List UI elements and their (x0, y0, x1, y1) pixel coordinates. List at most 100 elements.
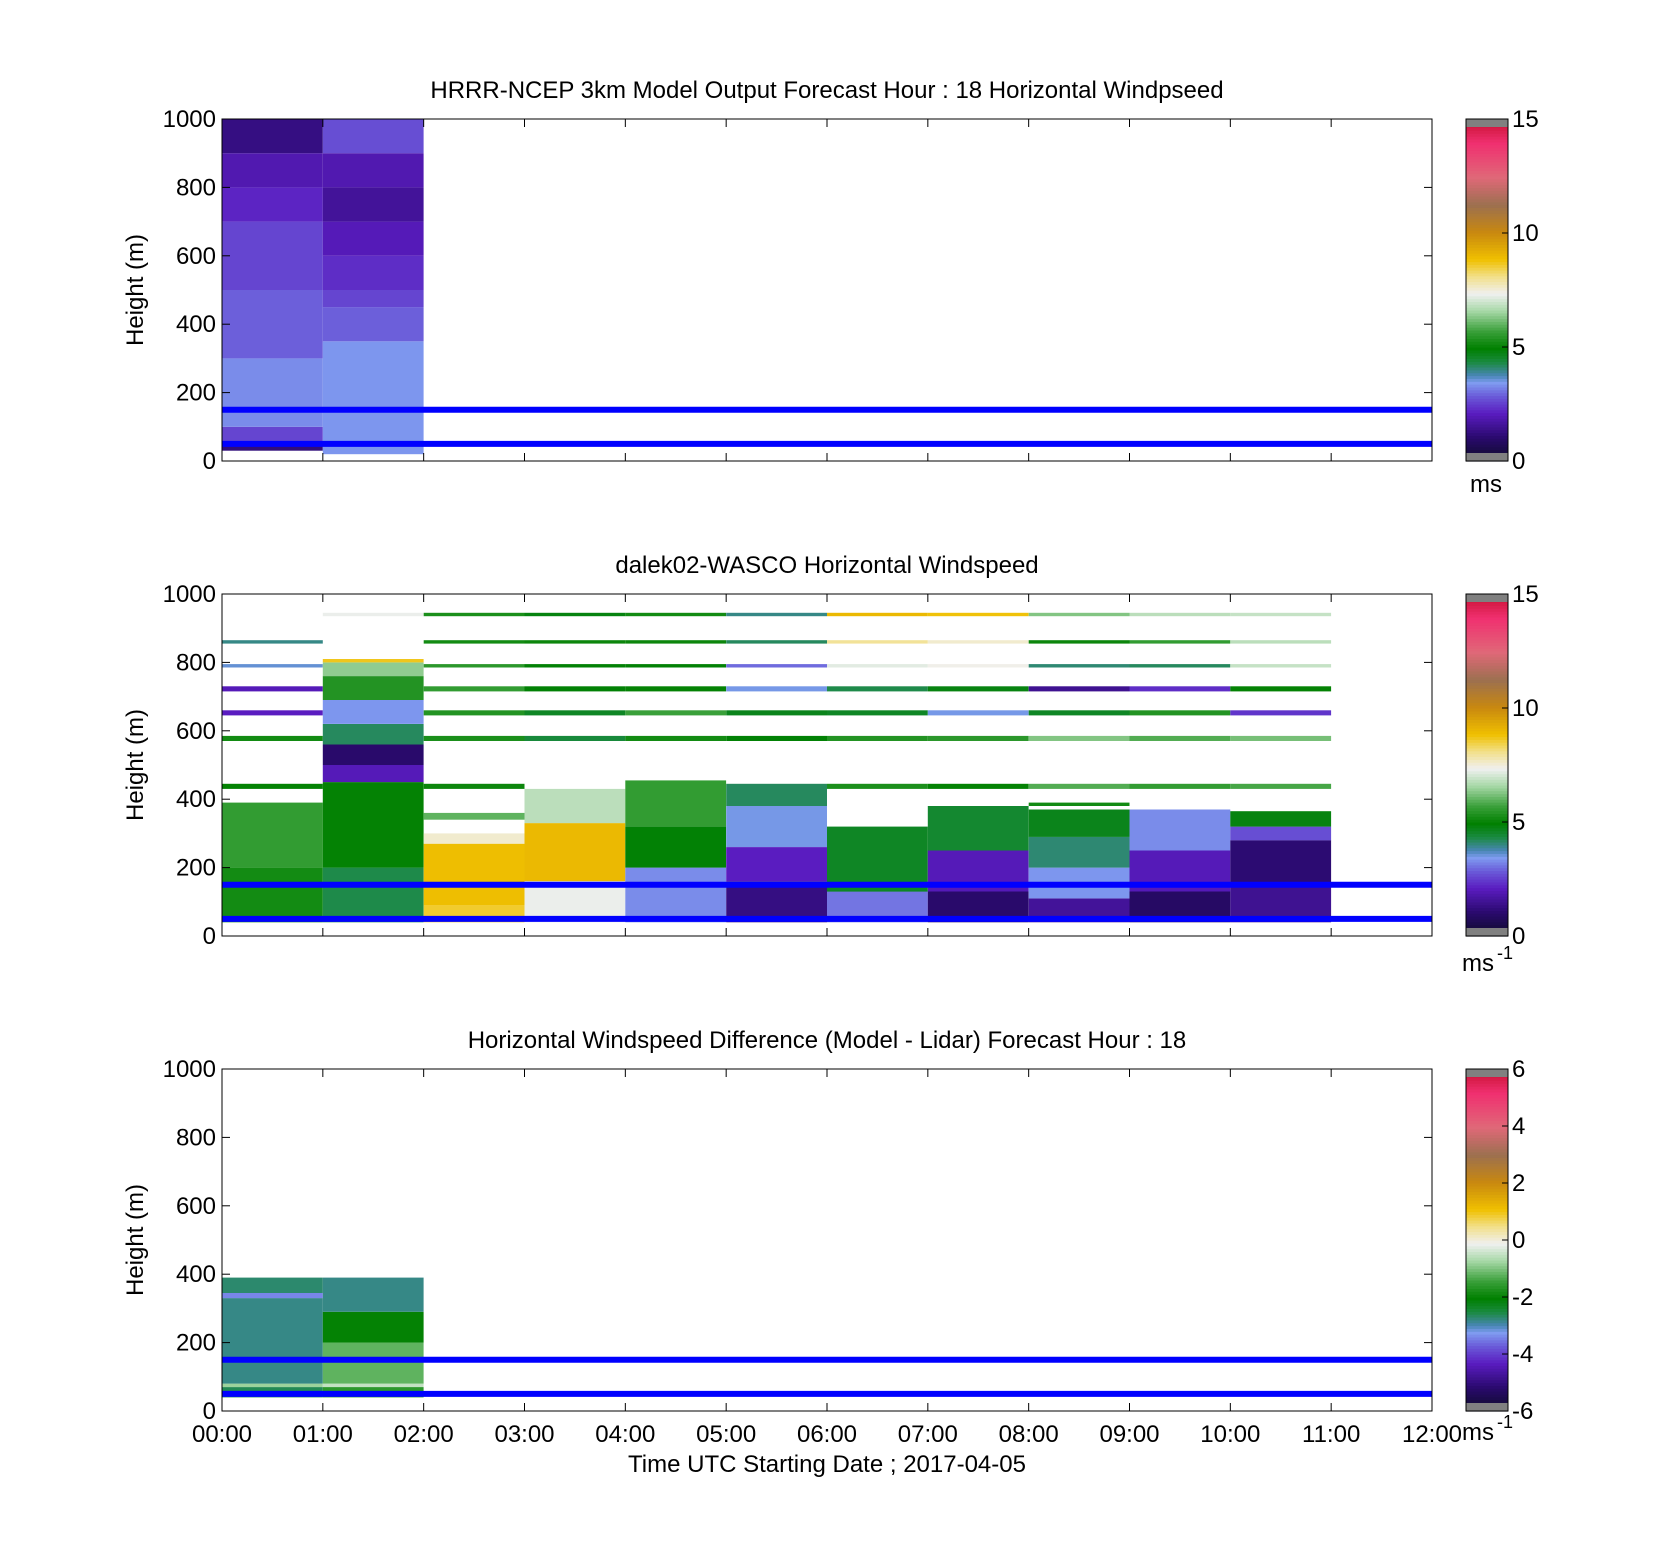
colorbar-swatch (1466, 201, 1508, 206)
colorbar-swatch (1466, 372, 1508, 377)
colorbar-swatch (1466, 1145, 1508, 1150)
heatmap-cell (222, 119, 323, 154)
colorbar-swatch (1466, 782, 1508, 786)
colorbar-swatch (1466, 352, 1508, 357)
colorbar-swatch (1466, 727, 1508, 732)
colorbar-swatch (1466, 1316, 1508, 1321)
colorbar-swatch (1466, 1376, 1508, 1381)
colorbar-cap (1466, 453, 1508, 461)
colorbar-swatch (1466, 133, 1508, 137)
heatmap-cell (524, 640, 626, 644)
colorbar-cap (1466, 119, 1508, 127)
colorbar-swatch (1466, 355, 1508, 359)
colorbar-unit-exponent: -1 (1497, 943, 1513, 963)
colorbar-swatch (1466, 776, 1508, 780)
colorbar-swatch (1466, 1083, 1508, 1087)
colorbar-swatch (1466, 210, 1508, 214)
colorbar-swatch (1466, 389, 1508, 394)
colorbar-swatch (1466, 195, 1508, 200)
colorbar-swatch (1466, 1348, 1508, 1352)
colorbar-swatch (1466, 227, 1508, 231)
heatmap-cell (927, 640, 1029, 644)
colorbar-swatch (1466, 1268, 1508, 1272)
colorbar-swatch (1466, 267, 1508, 271)
heatmap-cell (1230, 612, 1332, 617)
heatmap-cell (322, 153, 424, 188)
heatmap-cell (1028, 664, 1130, 668)
colorbar-swatch (1466, 295, 1508, 300)
colorbar-swatch (1466, 1385, 1508, 1389)
heatmap-cell (322, 255, 424, 290)
colorbar-swatch (1466, 802, 1508, 806)
colorbar-swatch (1466, 668, 1508, 672)
heatmap-cell (1129, 640, 1231, 644)
heatmap-cell (524, 686, 626, 692)
colorbar-swatch (1466, 178, 1508, 183)
colorbar-swatch (1466, 665, 1508, 669)
colorbar-swatch (1466, 702, 1508, 706)
colorbar-swatch (1466, 688, 1508, 692)
colorbar-swatch (1466, 836, 1508, 840)
colorbar-swatch (1466, 1111, 1508, 1116)
x-tick-label: 06:00 (797, 1421, 857, 1448)
colorbar-swatch (1466, 281, 1508, 285)
colorbar-cap (1466, 594, 1508, 602)
heatmap-cell (322, 221, 424, 256)
heatmap-cell (625, 612, 727, 617)
colorbar-swatch (1466, 807, 1508, 812)
colorbar-swatch (1466, 1080, 1508, 1084)
colorbar-tick-label: 5 (1512, 809, 1525, 836)
heatmap-cell (726, 612, 827, 617)
x-tick-label: 10:00 (1200, 1421, 1260, 1448)
heatmap-cell (222, 443, 323, 451)
heatmap-cell (524, 710, 626, 716)
colorbar-swatch (1466, 141, 1508, 146)
colorbar-swatch (1466, 767, 1508, 772)
colorbar-swatch (1466, 1154, 1508, 1158)
colorbar-swatch (1466, 1291, 1508, 1295)
colorbar-swatch (1466, 628, 1508, 632)
colorbar-swatch (1466, 1285, 1508, 1290)
colorbar-swatch (1466, 173, 1508, 177)
heatmap-cell (1028, 735, 1130, 741)
heatmap-cell (322, 1342, 424, 1384)
y-tick-label: 400 (176, 311, 216, 338)
colorbar-swatch (1466, 315, 1508, 320)
colorbar-swatch (1466, 679, 1508, 683)
colorbar-swatch (1466, 1265, 1508, 1270)
colorbar-swatch (1466, 850, 1508, 854)
heatmap-cell (1230, 710, 1332, 716)
heatmap-cell (1129, 686, 1231, 692)
colorbar-swatch (1466, 138, 1508, 143)
colorbar-swatch (1466, 375, 1508, 379)
colorbar-swatch (1466, 432, 1508, 436)
colorbar-swatch (1466, 827, 1508, 832)
colorbar-swatch (1466, 830, 1508, 834)
colorbar-swatch (1466, 918, 1508, 923)
colorbar-swatch (1466, 1177, 1508, 1181)
heatmap-cell (222, 187, 323, 222)
colorbar-swatch (1466, 1351, 1508, 1355)
colorbar-swatch (1466, 1077, 1508, 1081)
heatmap-cell (827, 826, 928, 892)
heatmap-cell (927, 664, 1029, 668)
colorbar-swatch (1466, 625, 1508, 629)
colorbar-swatch (1466, 1228, 1508, 1233)
colorbar-swatch (1466, 275, 1508, 280)
heatmap-cell (726, 664, 827, 668)
colorbar-swatch (1466, 631, 1508, 635)
colorbar-swatch (1466, 611, 1508, 615)
heatmap-cell (1028, 686, 1130, 692)
colorbar-swatch (1466, 258, 1508, 263)
colorbar-swatch (1466, 921, 1508, 926)
colorbar-swatch (1466, 896, 1508, 900)
heatmap-cell (1028, 710, 1130, 716)
heatmap-cell (322, 119, 424, 154)
colorbar-unit-exponent: -1 (1497, 1412, 1513, 1432)
colorbar-swatch (1466, 867, 1508, 872)
colorbar-tick-label: 0 (1512, 448, 1525, 475)
colorbar-swatch (1466, 1325, 1508, 1329)
x-axis-label: Time UTC Starting Date ; 2017-04-05 (628, 1451, 1026, 1478)
panel-2: 0 200 400 600 800 1000 dalek02-WASCO Horizonta… (122, 552, 1539, 977)
colorbar-swatch (1466, 856, 1508, 860)
